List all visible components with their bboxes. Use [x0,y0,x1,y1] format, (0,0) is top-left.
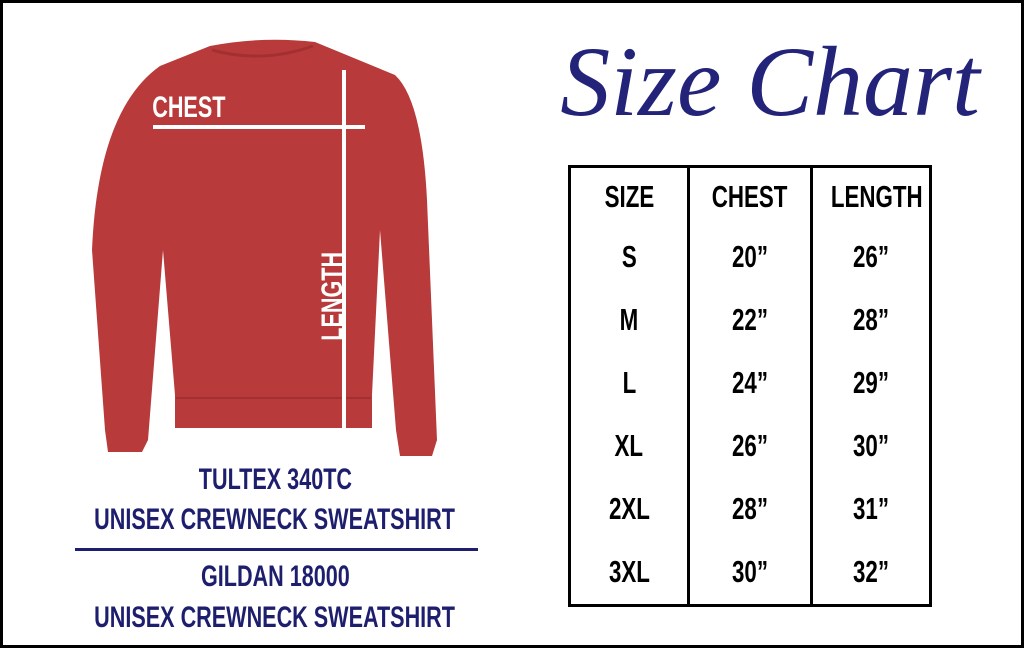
divider [75,548,478,551]
product-1-brand: TULTEX 340TC [198,463,352,496]
product-2-name: UNISEX CREWNECK SWEATSHIRT [94,601,456,634]
cell-size: L [568,351,690,415]
table-header: SIZE CHEST LENGTH [568,166,932,226]
cell-length: 28” [810,288,932,352]
table-row: S 20” 26” [568,226,932,289]
cell-size: M [568,288,690,352]
length-measure-line [342,70,346,428]
cell-size: 2XL [568,477,690,541]
chest-measure-line [153,125,365,129]
table-row: L 24” 29” [568,351,932,415]
sweatshirt-shape [92,39,437,456]
chart-title: Size Chart [560,26,980,137]
cell-chest: 28” [687,477,813,541]
cell-size: XL [568,414,690,478]
cell-size: S [568,226,690,289]
cell-chest: 26” [687,414,813,478]
cell-chest: 22” [687,288,813,352]
table-row: 3XL 30” 32” [568,540,932,606]
cell-length: 30” [810,414,932,478]
cell-chest: 30” [687,540,813,606]
table-row: XL 26” 30” [568,414,932,478]
chest-label: CHEST [152,91,226,124]
cell-length: 26” [810,226,932,289]
table-row: M 22” 28” [568,288,932,352]
product-2-brand: GILDAN 18000 [200,560,350,593]
header-chest: CHEST [687,166,813,226]
header-size: SIZE [568,166,690,226]
cell-chest: 24” [687,351,813,415]
sweatshirt-collar [211,44,314,58]
length-label: LENGTH [316,251,349,341]
product-1-name: UNISEX CREWNECK SWEATSHIRT [94,503,456,536]
cell-length: 31” [810,477,932,541]
cell-length: 32” [810,540,932,606]
table-row: 2XL 28” 31” [568,477,932,541]
header-length: LENGTH [810,166,932,226]
cell-length: 29” [810,351,932,415]
cell-chest: 20” [687,226,813,289]
cell-size: 3XL [568,540,690,606]
size-table: SIZE CHEST LENGTH S 20” 26” M 22” 28” L 24” 29… [568,165,932,607]
